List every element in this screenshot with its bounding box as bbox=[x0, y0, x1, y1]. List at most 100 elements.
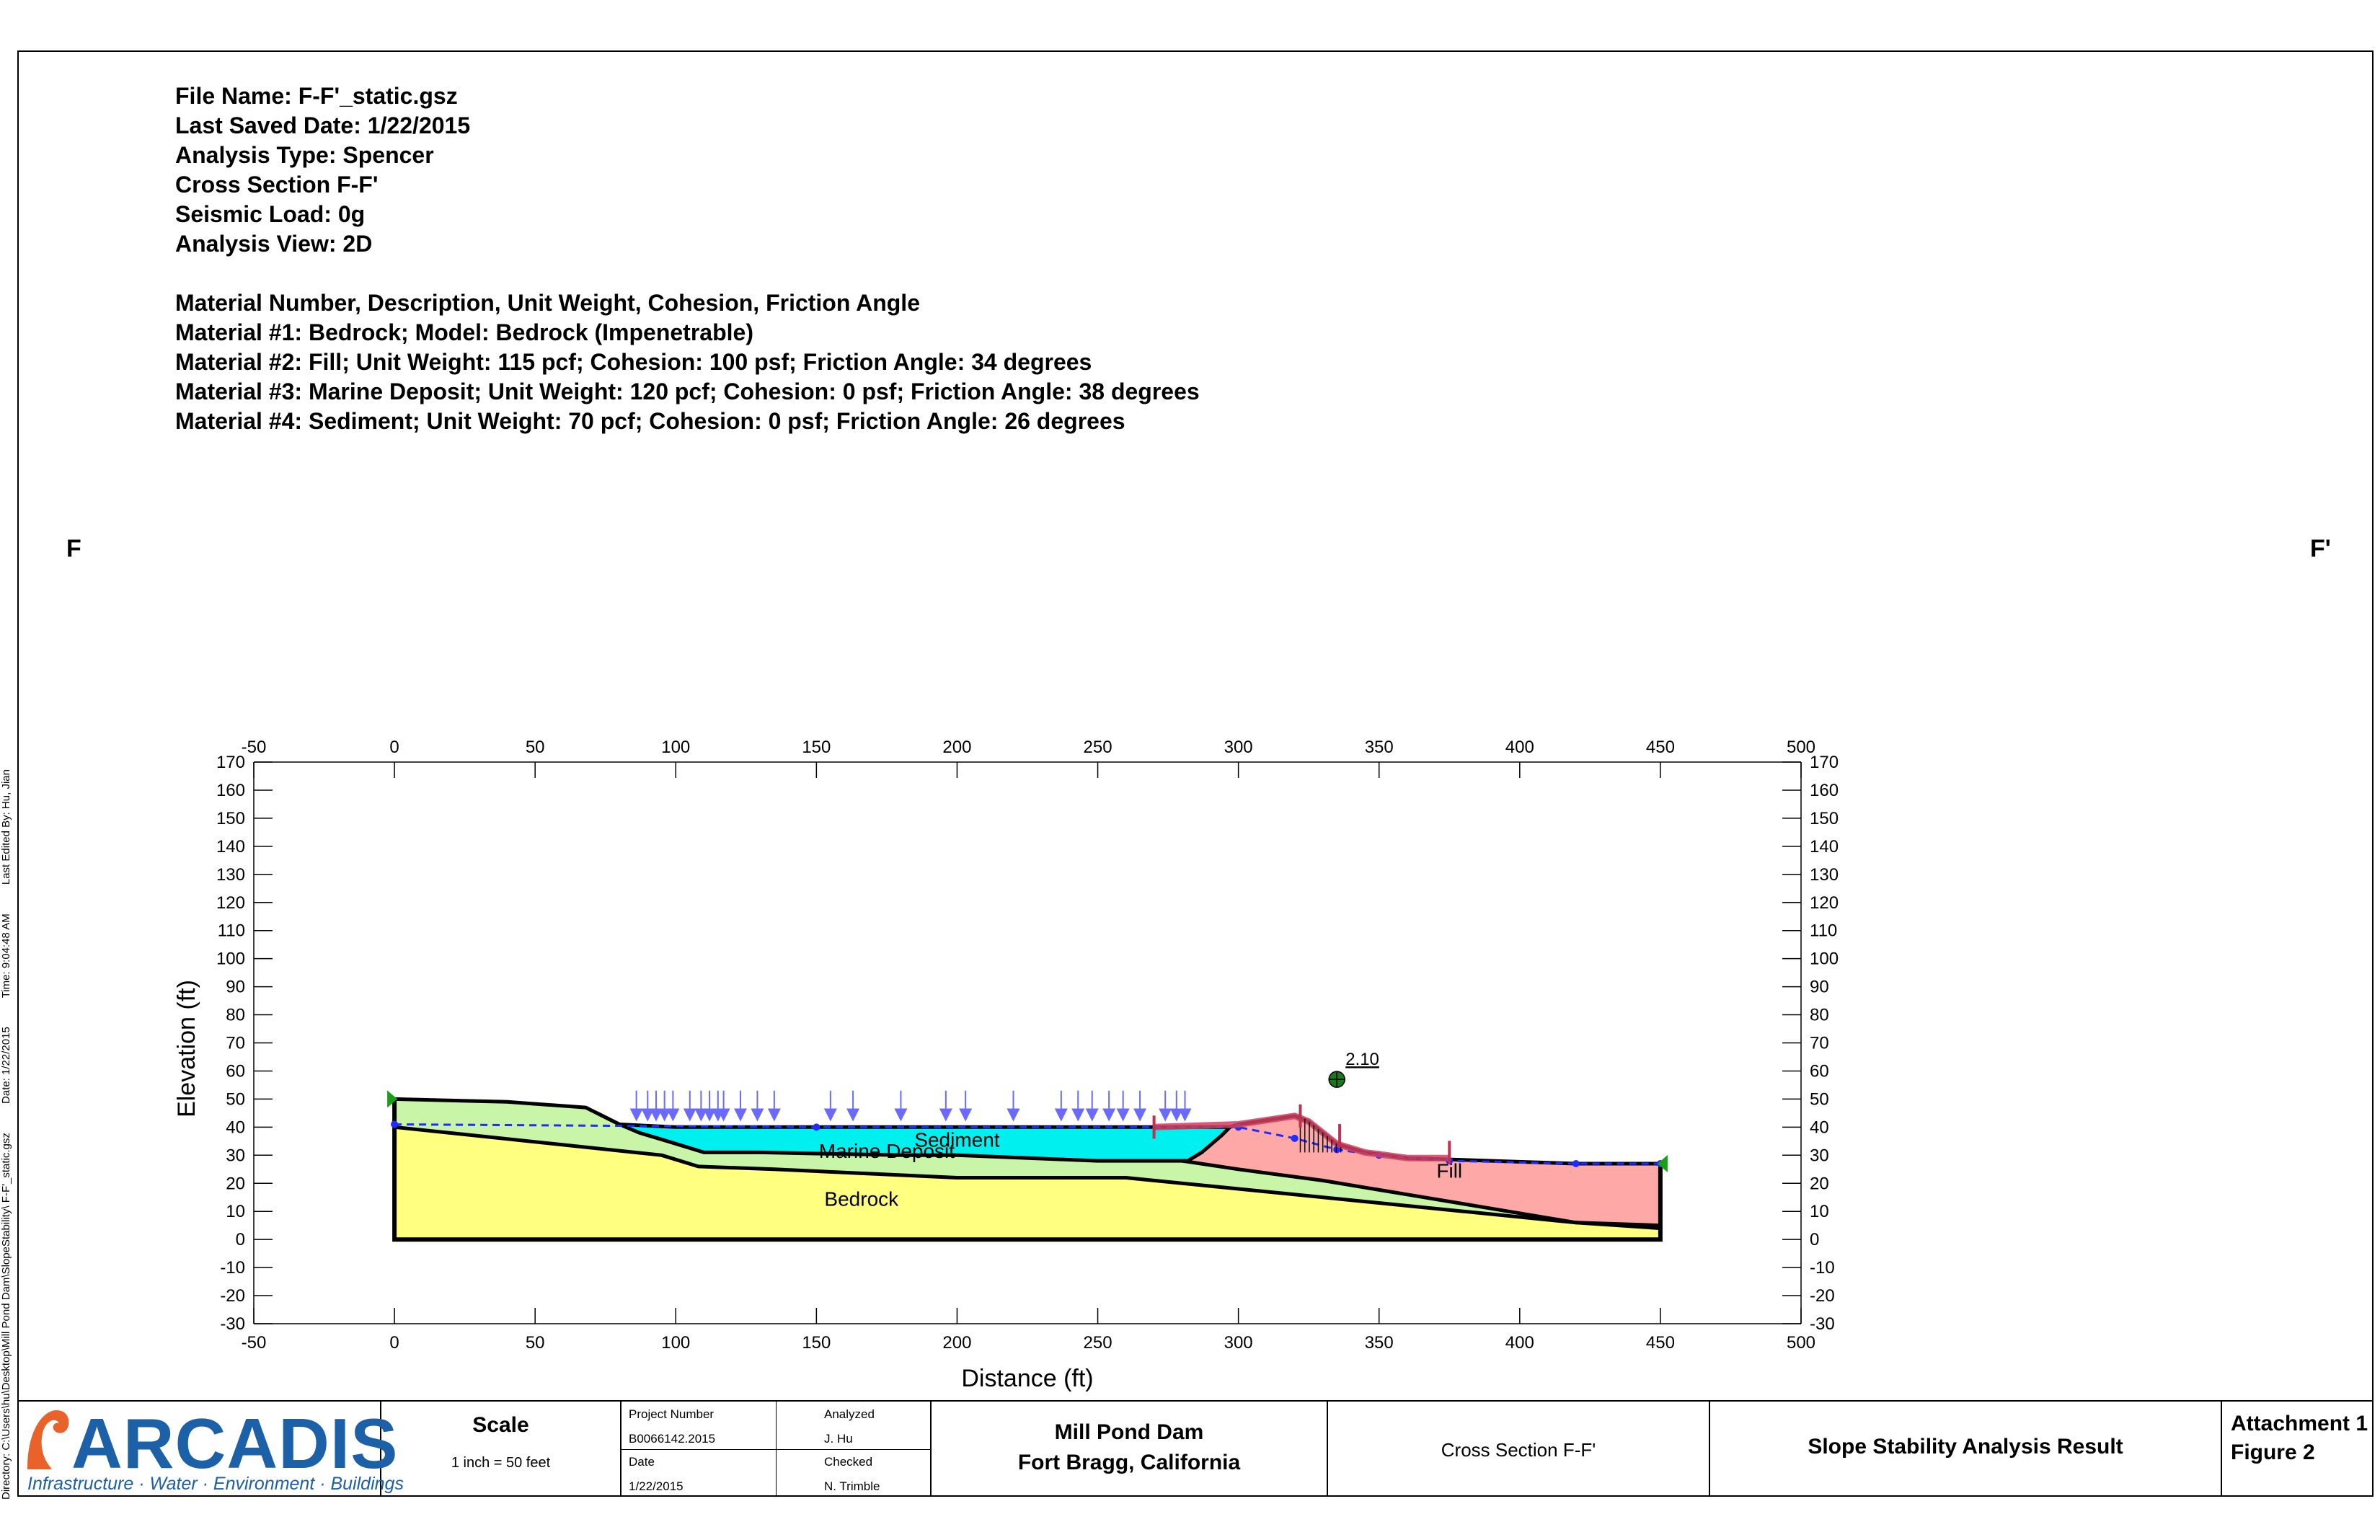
y-tick-label-right: 30 bbox=[1810, 1146, 1829, 1165]
material-4: Material #4: Sediment; Unit Weight: 70 p… bbox=[175, 408, 1125, 434]
x-tick-label-top: 450 bbox=[1646, 738, 1675, 757]
load-arrow-head bbox=[683, 1108, 696, 1122]
region-fill bbox=[1187, 1115, 1660, 1229]
analyzed-by: J. Hu bbox=[824, 1432, 853, 1446]
section-mark-left: F bbox=[66, 535, 81, 562]
y-tick-label-left: 0 bbox=[236, 1230, 245, 1249]
y-tick-label-right: 50 bbox=[1810, 1089, 1829, 1109]
material-boundary bbox=[1182, 1159, 1661, 1231]
load-arrow-head bbox=[703, 1108, 717, 1122]
drawing-frame bbox=[17, 50, 2374, 1497]
checked-label: Checked bbox=[824, 1455, 873, 1469]
figure-number: Figure 2 bbox=[2231, 1441, 2315, 1464]
load-arrow-head bbox=[734, 1108, 748, 1122]
y-tick-label-left: 120 bbox=[216, 893, 245, 913]
load-arrow-head bbox=[666, 1108, 680, 1122]
y-tick-label-right: 110 bbox=[1810, 921, 1837, 941]
project-number: B0066142.2015 bbox=[629, 1432, 716, 1446]
load-arrow-head bbox=[767, 1108, 781, 1122]
arcadis-logo-icon bbox=[27, 1410, 69, 1469]
x-tick-label-bottom: -50 bbox=[242, 1333, 267, 1353]
file-name: File Name: F-F'_static.gsz bbox=[175, 83, 458, 109]
y-tick-label-right: 90 bbox=[1810, 978, 1829, 997]
load-arrow-head bbox=[694, 1108, 708, 1122]
y-tick-label-left: 170 bbox=[216, 753, 245, 772]
load-arrow-head bbox=[1085, 1108, 1099, 1122]
y-tick-label-right: 150 bbox=[1810, 809, 1839, 828]
y-tick-label-left: 40 bbox=[226, 1118, 245, 1137]
last-saved-date: Last Saved Date: 1/22/2015 bbox=[175, 112, 471, 138]
materials-header: Material Number, Description, Unit Weigh… bbox=[175, 290, 920, 316]
load-arrow-head bbox=[649, 1108, 663, 1122]
y-tick-label-left: 140 bbox=[216, 837, 245, 857]
result-title: Slope Stability Analysis Result bbox=[1808, 1435, 2123, 1459]
x-tick-label-bottom: 500 bbox=[1787, 1333, 1815, 1353]
x-tick-label-bottom: 200 bbox=[942, 1333, 971, 1353]
y-tick-label-right: 170 bbox=[1810, 753, 1839, 772]
y-tick-label-left: 20 bbox=[226, 1174, 245, 1193]
x-tick-label-top: 50 bbox=[526, 738, 545, 757]
load-arrow-head bbox=[629, 1108, 643, 1122]
scale-cell: Scale 1 inch = 50 feet bbox=[381, 1402, 621, 1497]
x-axis-title: Distance (ft) bbox=[961, 1365, 1093, 1392]
y-tick-label-left: 70 bbox=[226, 1034, 245, 1053]
title-block: ARCADIS Infrastructure · Water · Environ… bbox=[17, 1400, 2374, 1497]
x-tick-label-bottom: 50 bbox=[526, 1333, 545, 1353]
x-tick-label-top: -50 bbox=[242, 738, 267, 757]
seismic-load: Seismic Load: 0g bbox=[175, 201, 366, 227]
logo-tagline: Infrastructure · Water · Environment · B… bbox=[27, 1474, 404, 1494]
load-arrow-head bbox=[1007, 1108, 1020, 1122]
load-arrow-head bbox=[939, 1108, 952, 1122]
checked-by: N. Trimble bbox=[824, 1479, 880, 1493]
result-cell: Slope Stability Analysis Result bbox=[1710, 1402, 2222, 1497]
y-tick-label-right: 40 bbox=[1810, 1118, 1829, 1137]
review-cell: Analyzed J. Hu Checked N. Trimble bbox=[777, 1402, 932, 1497]
load-arrow-head bbox=[1169, 1108, 1183, 1122]
date-label: Date bbox=[629, 1455, 655, 1469]
left-boundary-marker bbox=[387, 1090, 398, 1108]
x-tick-label-top: 200 bbox=[942, 738, 971, 757]
x-tick-label-top: 250 bbox=[1084, 738, 1112, 757]
load-arrow-head bbox=[959, 1108, 973, 1122]
region-bedrock bbox=[394, 1127, 1660, 1240]
y-tick-label-left: 150 bbox=[216, 809, 245, 828]
scale-value: 1 inch = 50 feet bbox=[451, 1455, 551, 1471]
piezometric-point bbox=[1572, 1159, 1580, 1167]
load-arrow-head bbox=[1071, 1108, 1085, 1122]
x-tick-label-top: 350 bbox=[1365, 738, 1394, 757]
load-arrow-head bbox=[823, 1108, 837, 1122]
piezometric-point bbox=[1291, 1134, 1299, 1142]
cross-section-chart: -50-500050501001001501502002002502503003… bbox=[173, 738, 1839, 1392]
attachment-number: Attachment 1 bbox=[2231, 1412, 2368, 1435]
y-tick-label-left: 50 bbox=[226, 1089, 245, 1109]
section-title: Cross Section F-F' bbox=[1441, 1439, 1596, 1461]
y-axis-title: Elevation (ft) bbox=[173, 980, 200, 1118]
material-3: Material #3: Marine Deposit; Unit Weight… bbox=[175, 379, 1200, 404]
load-arrow-head bbox=[1178, 1108, 1192, 1122]
x-tick-label-top: 500 bbox=[1787, 738, 1815, 757]
region-label-bedrock: Bedrock bbox=[824, 1187, 899, 1210]
analysis-type: Analysis Type: Spencer bbox=[175, 142, 434, 168]
factor-of-safety-label: 2.10 bbox=[1345, 1050, 1379, 1069]
y-tick-label-left: -30 bbox=[220, 1314, 245, 1334]
x-tick-label-bottom: 250 bbox=[1084, 1333, 1112, 1353]
y-tick-label-right: 60 bbox=[1810, 1061, 1829, 1081]
drawing-date: 1/22/2015 bbox=[629, 1479, 684, 1493]
figure-cell: Attachment 1 Figure 2 bbox=[2222, 1402, 2372, 1497]
x-tick-label-bottom: 350 bbox=[1365, 1333, 1394, 1353]
x-tick-label-top: 300 bbox=[1224, 738, 1253, 757]
load-arrow-head bbox=[894, 1108, 908, 1122]
load-arrow-head bbox=[846, 1108, 860, 1122]
load-arrow-head bbox=[1054, 1108, 1068, 1122]
load-arrow-head bbox=[751, 1108, 764, 1122]
x-tick-label-bottom: 300 bbox=[1224, 1333, 1253, 1353]
section-mark-right: F' bbox=[2310, 535, 2331, 562]
material-1: Material #1: Bedrock; Model: Bedrock (Im… bbox=[175, 319, 753, 345]
y-tick-label-left: 110 bbox=[218, 921, 245, 941]
model-outline bbox=[392, 1099, 1663, 1242]
y-tick-label-right: 10 bbox=[1810, 1202, 1829, 1221]
analysis-info: File Name: F-F'_static.gsz Last Saved Da… bbox=[175, 81, 1200, 436]
y-tick-label-left: 10 bbox=[226, 1202, 245, 1221]
y-tick-label-left: -10 bbox=[220, 1258, 245, 1278]
x-tick-label-bottom: 450 bbox=[1646, 1333, 1675, 1353]
